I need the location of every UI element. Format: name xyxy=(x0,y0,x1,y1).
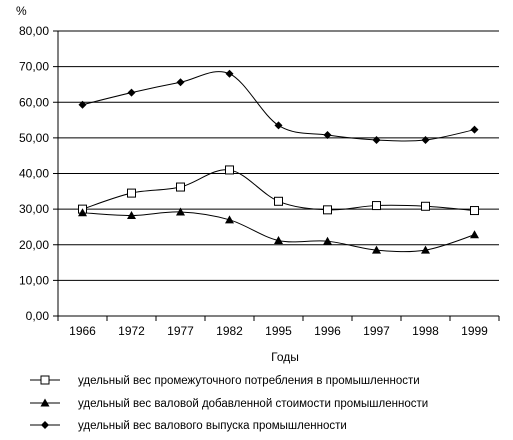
y-tick-label: 40,00 xyxy=(19,167,49,181)
series-line-3 xyxy=(82,71,475,142)
series-lines xyxy=(82,71,475,253)
legend-entry-label: удельный вес валовой добавленной стоимос… xyxy=(78,398,428,410)
y-tick-label: 20,00 xyxy=(19,238,49,252)
y-tick-label: 50,00 xyxy=(19,131,49,145)
legend: удельный вес промежуточного потребления … xyxy=(30,375,428,432)
data-point xyxy=(78,100,87,109)
x-tick-label: 1996 xyxy=(314,324,341,338)
y-tick-label: 30,00 xyxy=(19,202,49,216)
data-point xyxy=(470,206,479,216)
y-tick-label: 60,00 xyxy=(19,95,49,109)
data-point xyxy=(127,88,136,97)
legend-marker xyxy=(40,375,50,385)
x-tick-label: 1997 xyxy=(363,324,390,338)
y-tick-label: 10,00 xyxy=(19,273,49,287)
legend-marker xyxy=(41,421,49,429)
data-point xyxy=(127,211,136,220)
axes xyxy=(53,30,500,321)
y-tick-label: 80,00 xyxy=(19,24,49,38)
data-point xyxy=(225,215,234,224)
x-tick-label: 1998 xyxy=(412,324,439,338)
data-point xyxy=(323,131,332,140)
x-tick-label: 1999 xyxy=(461,324,488,338)
series-line-2 xyxy=(82,211,475,253)
data-point xyxy=(372,136,381,145)
data-point xyxy=(274,121,283,130)
data-point xyxy=(372,201,381,211)
data-point xyxy=(421,136,430,145)
data-point xyxy=(421,201,430,211)
data-point xyxy=(274,196,283,206)
y-tick-labels: 0,00 10,00 20,00 30,00 40,00 50,00 60,00 70,00 8… xyxy=(19,24,49,323)
y-axis-label: % xyxy=(16,4,27,18)
data-point xyxy=(470,125,479,134)
gridlines xyxy=(58,30,499,281)
x-tick-labels: 1966 1972 1977 1982 1995 1996 1997 1998 1999 xyxy=(69,324,488,338)
data-point xyxy=(127,188,136,198)
data-point xyxy=(470,230,479,239)
x-tick-label: 1995 xyxy=(265,324,292,338)
data-point xyxy=(323,205,332,215)
x-tick-label: 1966 xyxy=(69,324,96,338)
legend-entry-label: удельный вес валового выпуска промышленн… xyxy=(78,420,347,432)
data-point xyxy=(176,207,185,216)
data-point xyxy=(78,208,87,217)
data-point xyxy=(372,245,381,254)
y-tick-label: 70,00 xyxy=(19,60,49,74)
data-point xyxy=(421,245,430,254)
series-markers xyxy=(78,69,479,254)
x-axis-label: Годы xyxy=(271,350,299,364)
x-tick-label: 1982 xyxy=(216,324,243,338)
data-point xyxy=(176,78,185,87)
data-point xyxy=(176,182,185,192)
legend-entry-label: удельный вес промежуточного потребления … xyxy=(78,375,420,387)
data-point xyxy=(323,236,332,245)
x-tick-label: 1972 xyxy=(118,324,145,338)
data-point xyxy=(274,235,283,244)
y-tick-label: 0,00 xyxy=(26,309,50,323)
data-point xyxy=(225,69,234,78)
x-tick-label: 1977 xyxy=(167,324,194,338)
data-point xyxy=(225,165,234,175)
legend-marker xyxy=(40,398,50,407)
